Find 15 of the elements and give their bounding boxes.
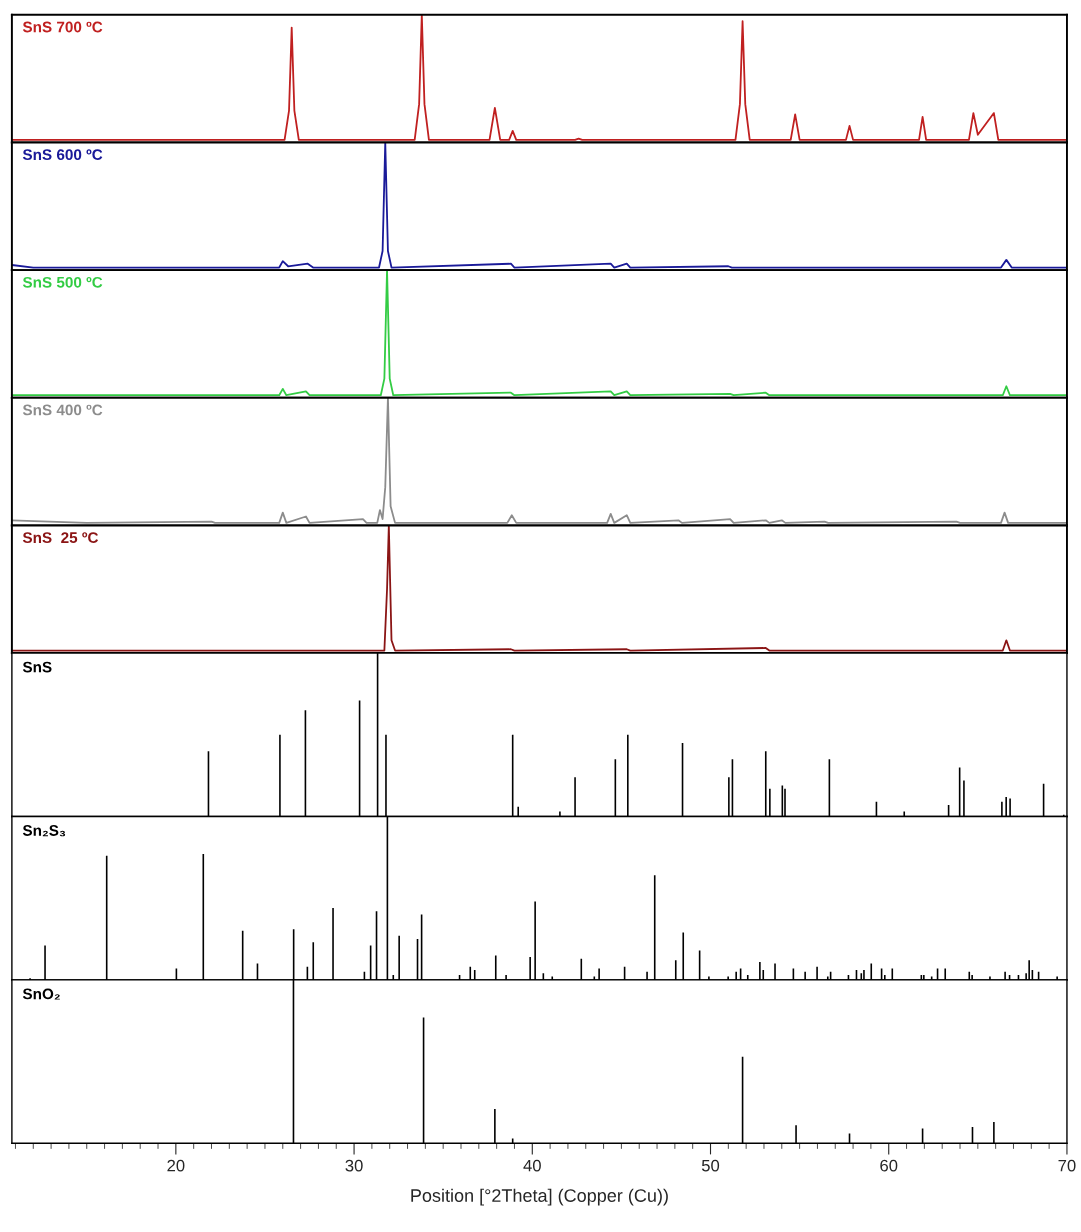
chart-title: SnS 500 ºC [22,276,103,288]
chart-title: SnS 700 ºC [22,21,103,33]
x-tick-label: 30 [345,1159,363,1172]
x-tick-label: 20 [167,1159,185,1172]
chart-title: SnS 400 ºC [22,404,103,416]
x-tick-label: 50 [701,1159,720,1172]
x-tick-label: 40 [523,1159,541,1172]
chart-title: SnS [22,661,52,673]
chart-title: SnO₂ [22,988,60,1000]
x-tick-label: 70 [1058,1159,1076,1172]
x-tick-label: 60 [880,1159,898,1172]
x-axis-title: Position [°2Theta] (Copper (Cu)) [411,1188,668,1206]
chart-title: SnS 25 ºC [22,532,99,544]
chart-title: Sn₂S₃ [22,825,66,837]
chart-title: SnS 600 ºC [22,149,103,161]
